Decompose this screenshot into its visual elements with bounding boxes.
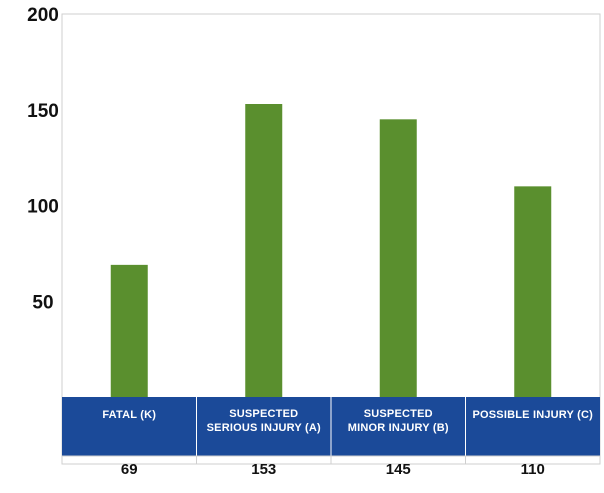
category-labels: FATAL (K) SUSPECTED SERIOUS INJURY (A) SUSP…: [102, 408, 593, 434]
category-label: POSSIBLE INJURY (C): [472, 409, 593, 421]
bar: [245, 104, 283, 397]
y-axis-ticks: 50 100 150 200: [27, 5, 59, 313]
category-label: MINOR INJURY (B): [348, 422, 449, 434]
bar: [379, 119, 417, 397]
bar: [514, 186, 552, 397]
value-label: 145: [386, 461, 411, 478]
value-row: 69 153 145 110: [121, 461, 545, 478]
category-label: SUSPECTED: [229, 408, 298, 420]
y-tick-label: 200: [27, 5, 59, 26]
value-label: 110: [521, 461, 545, 478]
bar: [110, 264, 148, 397]
y-tick-label: 50: [32, 292, 53, 313]
category-dividers: [62, 397, 600, 464]
category-label: SERIOUS INJURY (A): [207, 422, 321, 434]
value-label: 153: [251, 461, 276, 478]
plot-frame: [61, 13, 601, 465]
category-label: SUSPECTED: [364, 408, 433, 420]
value-label: 69: [121, 461, 138, 478]
category-label: FATAL (K): [102, 409, 156, 421]
y-tick-label: 150: [27, 101, 59, 122]
bars: [110, 104, 552, 397]
y-tick-label: 100: [27, 197, 59, 218]
